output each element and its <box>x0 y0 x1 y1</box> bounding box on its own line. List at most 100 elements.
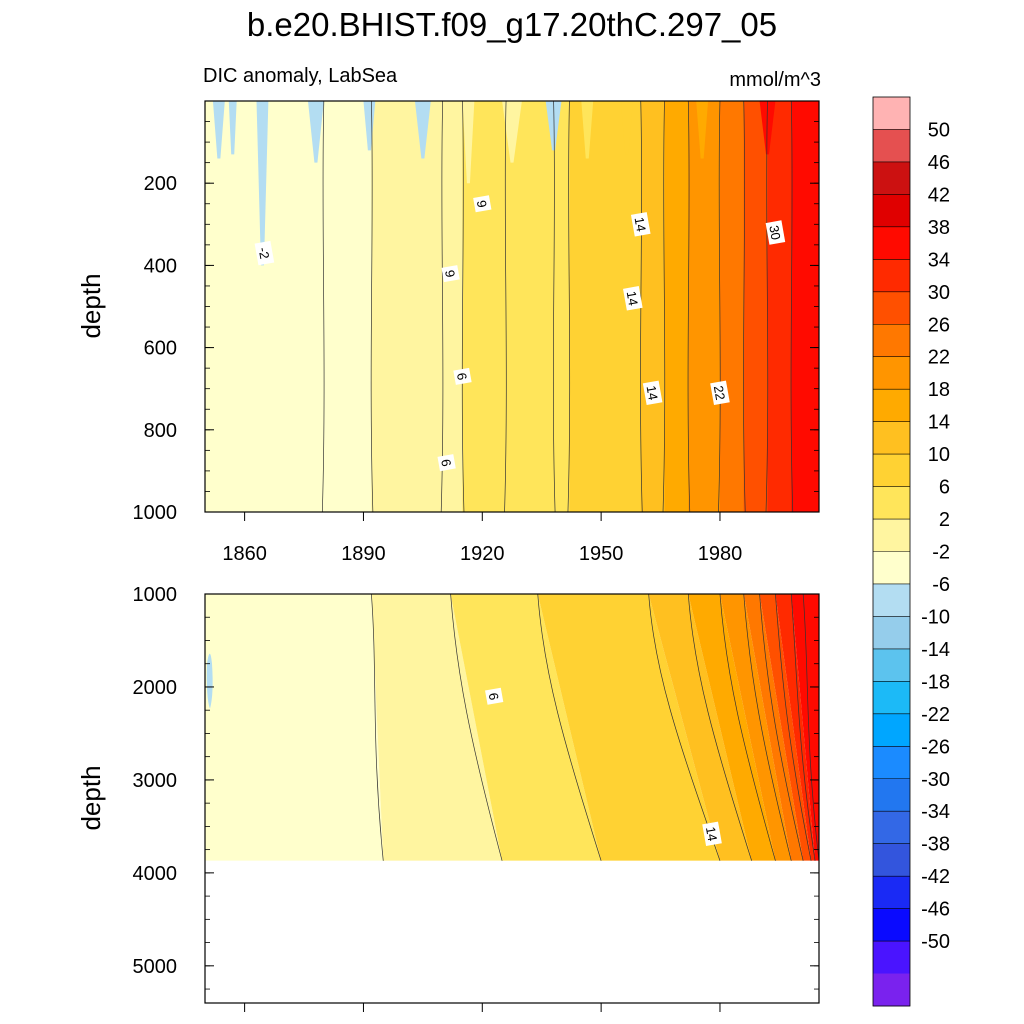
upper-contour-line <box>662 101 666 512</box>
lower-contour-line <box>648 594 721 861</box>
upper-surface-streak <box>696 101 709 159</box>
colorbar-label: -50 <box>921 931 950 953</box>
lower-negative-patch <box>206 653 213 709</box>
lower-contour-line <box>450 594 503 861</box>
contour-label-text: -2 <box>256 246 273 260</box>
colorbar-swatch <box>873 389 910 423</box>
contour-label: 14 <box>623 286 643 311</box>
lower-contour-line <box>759 594 804 861</box>
contour-label: -2 <box>254 240 275 266</box>
upper-band <box>371 101 444 512</box>
contour-label-text: 22 <box>711 384 728 401</box>
upper-surface-streak <box>581 101 594 159</box>
y-tick-label: 800 <box>144 420 177 442</box>
colorbar-swatch <box>873 161 910 195</box>
colorbar-swatch <box>873 616 910 650</box>
upper-contour-line <box>640 101 643 512</box>
lower-contour-labels: 6 14 <box>485 687 722 847</box>
lower-contour-line <box>687 594 752 861</box>
lower-y-axis: 1000 2000 3000 4000 5000 <box>133 584 819 990</box>
y-tick-label: 200 <box>144 173 177 195</box>
lower-band <box>791 594 819 861</box>
colorbar-label: 26 <box>928 314 950 336</box>
colorbar-label: 34 <box>928 249 950 271</box>
upper-band <box>664 101 689 512</box>
upper-surface-streak <box>462 101 475 184</box>
upper-surface-streak <box>502 101 522 163</box>
lower-band <box>759 594 812 861</box>
upper-band <box>442 101 464 512</box>
lower-contour-line <box>719 594 776 861</box>
lower-contour-lines <box>371 594 819 861</box>
colorbar-swatch <box>873 941 910 974</box>
colorbar-label: 18 <box>928 379 950 401</box>
x-tick-label: 1920 <box>460 543 505 565</box>
colorbar-swatch <box>873 194 910 228</box>
contour-label-text: 6 <box>486 691 502 701</box>
upper-contour-line <box>687 101 691 512</box>
colorbar-swatch <box>873 519 910 552</box>
y-tick-label: 3000 <box>133 770 178 792</box>
upper-surface-streak <box>620 101 633 155</box>
upper-surface-streak <box>648 101 665 151</box>
colorbar-swatch <box>873 876 910 910</box>
contour-label-text: 14 <box>632 216 649 233</box>
lower-contour-fill <box>205 594 819 1003</box>
upper-surface-streak <box>256 101 269 266</box>
colorbar-label: -14 <box>921 639 950 661</box>
y-tick-label: 1000 <box>133 502 178 524</box>
lower-band <box>688 594 776 861</box>
contour-label-box <box>453 367 472 385</box>
colorbar-label: -42 <box>921 866 950 888</box>
y-tick-label: 4000 <box>133 863 178 885</box>
x-tick-label: 1890 <box>341 543 386 565</box>
upper-contour-line <box>765 101 769 512</box>
contour-label: 14 <box>630 212 651 237</box>
colorbar-label: 50 <box>928 119 950 141</box>
colorbar-swatch <box>873 713 910 747</box>
colorbar-label: 30 <box>928 282 950 304</box>
upper-band <box>640 101 666 512</box>
colorbar-swatch <box>873 648 910 682</box>
colorbar-label: -34 <box>921 801 950 823</box>
colorbar-label: 2 <box>939 509 950 531</box>
contour-label-text: 30 <box>766 224 783 241</box>
upper-contour-line <box>790 101 794 512</box>
contour-label-box <box>441 265 460 283</box>
colorbar-swatch <box>873 421 910 455</box>
lower-contour-line <box>802 594 819 861</box>
contour-label: 6 <box>453 367 472 385</box>
upper-band <box>553 101 571 512</box>
colorbar-swatch <box>873 324 910 358</box>
upper-surface-streak <box>228 101 237 155</box>
lower-band <box>775 594 816 861</box>
colorbar-label: 22 <box>928 347 950 369</box>
y-tick-label: 1000 <box>133 584 178 606</box>
lower-y-label: depth <box>76 765 106 830</box>
colorbar-label: 14 <box>928 412 950 434</box>
upper-contour-line <box>321 101 325 512</box>
upper-contour-line <box>504 101 507 512</box>
lower-contour-line <box>775 594 812 861</box>
contour-label: 30 <box>765 220 786 245</box>
colorbar-swatch <box>873 551 910 585</box>
contour-label-text: 14 <box>703 825 720 842</box>
contour-label-box <box>437 454 456 472</box>
contour-label-text: 6 <box>454 372 470 382</box>
contour-label-box <box>473 195 492 213</box>
upper-contour-line <box>553 101 556 512</box>
colorbar-swatch <box>873 583 910 617</box>
lower-contour-line <box>790 594 816 861</box>
colorbar-label: -26 <box>921 736 950 758</box>
upper-contour-lines <box>321 101 794 512</box>
colorbar-label: 46 <box>928 152 950 174</box>
contour-label-box <box>254 240 275 266</box>
upper-band <box>462 101 555 512</box>
colorbar-swatch <box>873 129 910 163</box>
upper-y-axis: 200 400 600 800 1000 <box>133 100 819 524</box>
chart-title: b.e20.BHIST.f09_g17.20thC.297_05 <box>247 6 777 43</box>
contour-label-box <box>765 220 786 245</box>
lower-contour-line <box>537 594 602 861</box>
lower-band <box>205 594 384 861</box>
upper-band <box>323 101 372 512</box>
